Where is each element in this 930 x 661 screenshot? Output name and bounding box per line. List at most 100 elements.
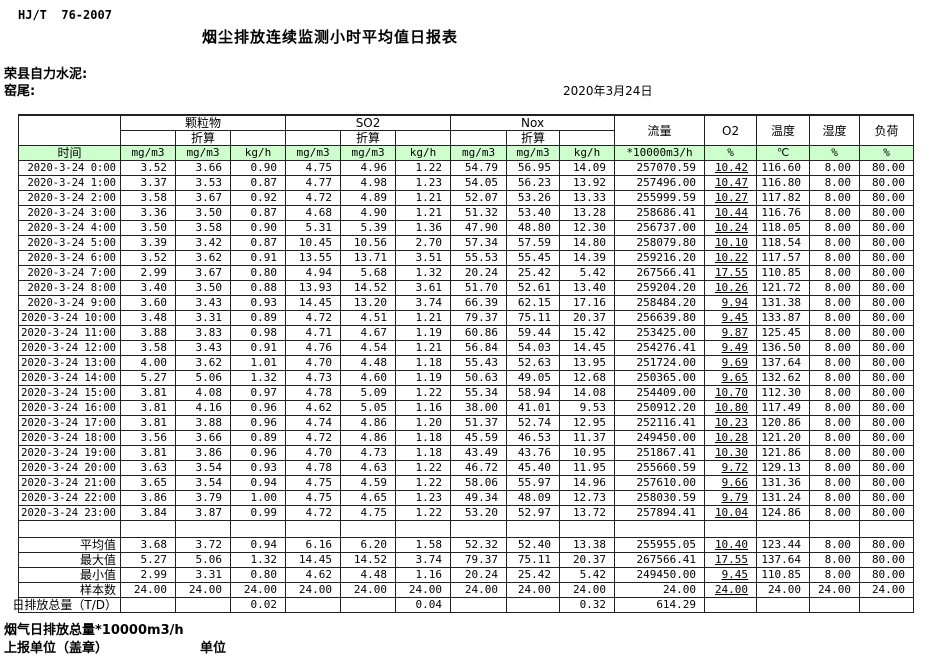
data-row: 2020-3-24 9:00 3.60 3.43 0.93 14.45 13.20 3.74… (18, 295, 915, 311)
value-cell: 25.42 (506, 265, 561, 281)
value-cell: 3.50 (120, 220, 176, 236)
value-cell: 57.59 (506, 235, 561, 251)
value-cell: 13.38 (559, 537, 616, 553)
unit-cell: ℃ (756, 145, 811, 161)
value-cell: 256737.00 (614, 220, 706, 236)
data-row: 2020-3-24 12:00 3.58 3.43 0.91 4.76 4.54 1.21 5… (18, 340, 915, 356)
time-cell: 2020-3-24 11:00 (18, 325, 121, 341)
value-cell: 75.11 (506, 310, 561, 326)
value-cell: 8.00 (809, 552, 861, 568)
value-cell: 24.00 (120, 582, 176, 598)
value-cell: 79.37 (450, 552, 508, 568)
value-cell: 3.60 (120, 295, 176, 311)
value-cell: 80.00 (859, 490, 915, 506)
time-cell: 2020-3-24 23:00 (18, 505, 121, 521)
value-cell: 0.87 (229, 235, 287, 251)
value-cell (809, 597, 861, 613)
value-cell (175, 597, 231, 613)
summary-label-text: 平均值 (79, 538, 116, 552)
value-cell: 56.23 (506, 175, 561, 191)
value-cell: 1.16 (395, 567, 452, 583)
value-cell: 8.00 (809, 537, 861, 553)
value-cell: 8.00 (809, 310, 861, 326)
value-cell: 48.80 (506, 220, 561, 236)
header-row-groups: 颗粒物 SO2 Nox 流量 O2 温度 湿度 负荷 (18, 114, 915, 146)
blank-cell (285, 130, 342, 146)
value-cell: 0.90 (229, 160, 287, 176)
value-cell: 4.73 (285, 370, 342, 386)
flue-gas-total-note: 烟气日排放总量*10000m3/h (4, 623, 184, 638)
value-cell: 4.78 (285, 460, 342, 476)
value-cell: 9.66 (704, 475, 758, 491)
data-row: 2020-3-24 2:00 3.58 3.67 0.92 4.72 4.89 1.21 52… (18, 190, 915, 206)
time-cell: 2020-3-24 4:00 (18, 220, 121, 236)
value-cell: 8.00 (809, 235, 861, 251)
value-cell: 3.39 (120, 235, 176, 251)
summary-label-cell: 样本数 (18, 582, 121, 598)
value-cell: 8.00 (809, 430, 861, 446)
value-cell: 3.62 (175, 250, 231, 266)
value-cell: 0.89 (229, 430, 287, 446)
value-cell (450, 597, 508, 613)
value-cell: 56.84 (450, 340, 508, 356)
unit-cell: % (704, 145, 758, 161)
spacer-cell (229, 520, 287, 538)
value-cell (120, 597, 176, 613)
value-cell: 251724.00 (614, 355, 706, 371)
value-cell: 4.72 (285, 310, 342, 326)
value-cell: 1.00 (229, 490, 287, 506)
data-row: 2020-3-24 0:00 3.52 3.66 0.90 4.75 4.96 1.22 54… (18, 160, 915, 176)
page-title: 烟尘排放连续监测小时平均值日报表 (201, 28, 458, 46)
value-cell: 3.40 (120, 280, 176, 296)
value-cell: 60.86 (450, 325, 508, 341)
value-cell: 17.55 (704, 552, 758, 568)
unit-cell: mg/m3 (450, 145, 508, 161)
value-cell: 80.00 (859, 205, 915, 221)
value-cell: 0.91 (229, 340, 287, 356)
time-cell: 2020-3-24 7:00 (18, 265, 121, 281)
value-cell: 257496.00 (614, 175, 706, 191)
col-group-pm: 颗粒物 (119, 114, 287, 131)
value-cell: 8.00 (809, 385, 861, 401)
value-cell: 10.30 (704, 445, 758, 461)
value-cell: 13.28 (559, 205, 616, 221)
col-group-so2: SO2 (285, 114, 452, 131)
value-cell: 80.00 (859, 265, 915, 281)
value-cell: 20.24 (450, 567, 508, 583)
value-cell: 66.39 (450, 295, 508, 311)
value-cell: 8.00 (809, 340, 861, 356)
value-cell: 24.00 (809, 582, 861, 598)
value-cell: 3.86 (175, 445, 231, 461)
value-cell: 55.53 (450, 250, 508, 266)
value-cell: 3.81 (120, 415, 176, 431)
value-cell: 4.70 (285, 355, 342, 371)
value-cell: 54.79 (450, 160, 508, 176)
value-cell: 1.20 (395, 415, 452, 431)
value-cell: 4.72 (285, 190, 342, 206)
value-cell: 1.22 (395, 385, 452, 401)
value-cell: 3.81 (120, 385, 176, 401)
value-cell: 80.00 (859, 505, 915, 521)
data-row: 2020-3-24 10:00 3.48 3.31 0.89 4.72 4.51 1.21 7… (18, 310, 915, 326)
value-cell: 79.37 (450, 310, 508, 326)
value-cell: 110.85 (756, 265, 811, 281)
time-cell: 2020-3-24 10:00 (18, 310, 121, 326)
value-cell: 125.45 (756, 325, 811, 341)
value-cell: 4.72 (285, 430, 342, 446)
spacer-cell (559, 520, 616, 538)
value-cell: 116.60 (756, 160, 811, 176)
value-cell: 43.49 (450, 445, 508, 461)
value-cell: 4.00 (120, 355, 176, 371)
value-cell: 4.59 (340, 475, 397, 491)
value-cell: 13.93 (285, 280, 342, 296)
value-cell: 3.84 (120, 505, 176, 521)
value-cell: 5.05 (340, 400, 397, 416)
unit-cell: mg/m3 (340, 145, 397, 161)
value-cell: 1.22 (395, 160, 452, 176)
value-cell: 17.16 (559, 295, 616, 311)
value-cell: 117.82 (756, 190, 811, 206)
value-cell: 3.74 (395, 552, 452, 568)
spacer-cell (340, 520, 397, 538)
value-cell: 80.00 (859, 220, 915, 236)
value-cell: 8.00 (809, 370, 861, 386)
